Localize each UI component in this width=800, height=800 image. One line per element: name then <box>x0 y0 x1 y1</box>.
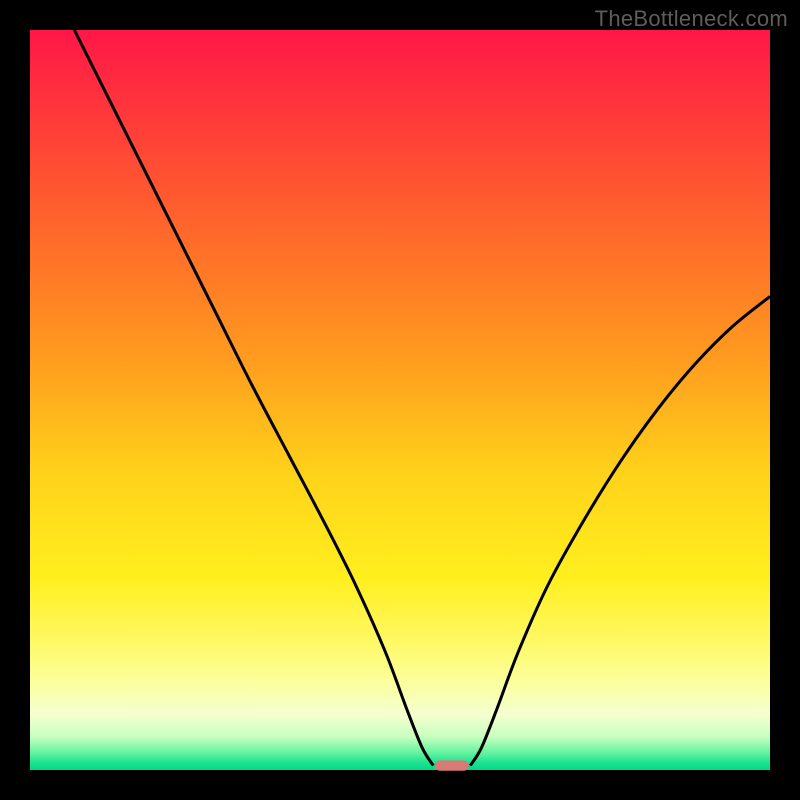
plot-background <box>30 30 770 770</box>
bottleneck-chart <box>0 0 800 800</box>
minimum-marker <box>435 760 469 770</box>
attribution-label: TheBottleneck.com <box>595 6 788 32</box>
